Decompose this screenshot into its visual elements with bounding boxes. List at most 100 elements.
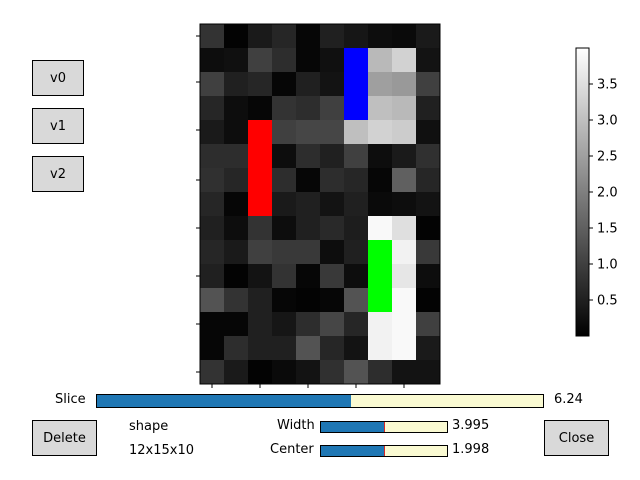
- center-value: 1.998: [452, 442, 490, 457]
- image-cell: [368, 168, 392, 192]
- image-cell: [224, 216, 248, 240]
- width-slider[interactable]: [320, 421, 448, 433]
- colorbar-tick-label: 3.5: [597, 78, 618, 93]
- image-cell: [224, 360, 248, 384]
- v0-button[interactable]: v0: [32, 60, 84, 96]
- width-value: 3.995: [452, 418, 490, 433]
- image-cell: [224, 48, 248, 72]
- delete-button[interactable]: Delete: [32, 420, 97, 456]
- image-cell: [368, 48, 392, 72]
- v2-button[interactable]: v2: [32, 156, 84, 192]
- center-slider[interactable]: [320, 445, 448, 457]
- image-cell: [248, 120, 272, 144]
- v1-button[interactable]: v1: [32, 108, 84, 144]
- image-cell: [416, 168, 440, 192]
- center-slider-fill: [321, 446, 384, 456]
- slice-slider-fill: [97, 395, 352, 407]
- image-cell: [392, 72, 416, 96]
- image-cell: [200, 240, 224, 264]
- image-cell: [296, 336, 320, 360]
- image-cell: [392, 192, 416, 216]
- image-cell: [296, 192, 320, 216]
- image-cell: [200, 96, 224, 120]
- image-cell: [320, 264, 344, 288]
- image-cell: [416, 216, 440, 240]
- colorbar-tick-label: 3.0: [597, 114, 618, 129]
- image-cell: [200, 168, 224, 192]
- image-cell: [272, 72, 296, 96]
- image-cell: [392, 120, 416, 144]
- image-cell: [200, 216, 224, 240]
- image-cell: [368, 312, 392, 336]
- image-cell: [296, 24, 320, 48]
- image-cell: [200, 72, 224, 96]
- image-cell: [416, 360, 440, 384]
- slice-label: Slice: [55, 392, 86, 407]
- image-cell: [416, 144, 440, 168]
- image-cell: [392, 48, 416, 72]
- image-cell: [368, 216, 392, 240]
- image-cell: [272, 192, 296, 216]
- image-cell: [224, 192, 248, 216]
- image-cell: [320, 288, 344, 312]
- image-cell: [368, 120, 392, 144]
- image-cell: [224, 336, 248, 360]
- image-cell: [248, 144, 272, 168]
- image-cell: [416, 72, 440, 96]
- image-cell: [320, 72, 344, 96]
- image-cell: [392, 360, 416, 384]
- image-cell: [320, 312, 344, 336]
- image-cell: [368, 192, 392, 216]
- image-cell: [272, 312, 296, 336]
- image-cell: [224, 144, 248, 168]
- image-cell: [320, 216, 344, 240]
- image-cell: [272, 240, 296, 264]
- image-cell: [200, 312, 224, 336]
- image-cell: [320, 120, 344, 144]
- image-cell: [248, 264, 272, 288]
- image-cell: [224, 96, 248, 120]
- image-cell: [416, 96, 440, 120]
- image-cell: [320, 192, 344, 216]
- image-cell: [368, 24, 392, 48]
- image-cell: [248, 288, 272, 312]
- image-frame: [199, 23, 441, 385]
- colorbar-tick-label: 1.5: [597, 222, 618, 237]
- image-cell: [344, 96, 368, 120]
- image-cell: [320, 168, 344, 192]
- image-cell: [344, 216, 368, 240]
- image-cell: [368, 96, 392, 120]
- image-cell: [272, 264, 296, 288]
- image-cell: [320, 240, 344, 264]
- image-cell: [296, 360, 320, 384]
- image-cell: [344, 72, 368, 96]
- image-cell: [416, 336, 440, 360]
- image-cell: [320, 96, 344, 120]
- image-cell: [416, 192, 440, 216]
- image-cell: [368, 336, 392, 360]
- image-cell: [368, 288, 392, 312]
- image-cell: [320, 24, 344, 48]
- image-cell: [344, 192, 368, 216]
- image-cell: [272, 360, 296, 384]
- colorbar-tick-label: 1.0: [597, 258, 618, 273]
- image-cell: [224, 312, 248, 336]
- center-label: Center: [270, 442, 314, 457]
- image-cell: [248, 192, 272, 216]
- image-cell: [344, 144, 368, 168]
- image-cells: [200, 24, 440, 384]
- image-cell: [344, 288, 368, 312]
- image-cell: [392, 24, 416, 48]
- colorbar-tick-label: 0.5: [597, 294, 618, 309]
- image-cell: [416, 120, 440, 144]
- image-cell: [200, 192, 224, 216]
- image-cell: [248, 24, 272, 48]
- image-cell: [224, 264, 248, 288]
- image-cell: [224, 72, 248, 96]
- close-button[interactable]: Close: [544, 420, 609, 456]
- image-cell: [368, 360, 392, 384]
- slice-slider[interactable]: [96, 394, 544, 408]
- image-cell: [200, 48, 224, 72]
- image-axis-ticks: [196, 35, 405, 388]
